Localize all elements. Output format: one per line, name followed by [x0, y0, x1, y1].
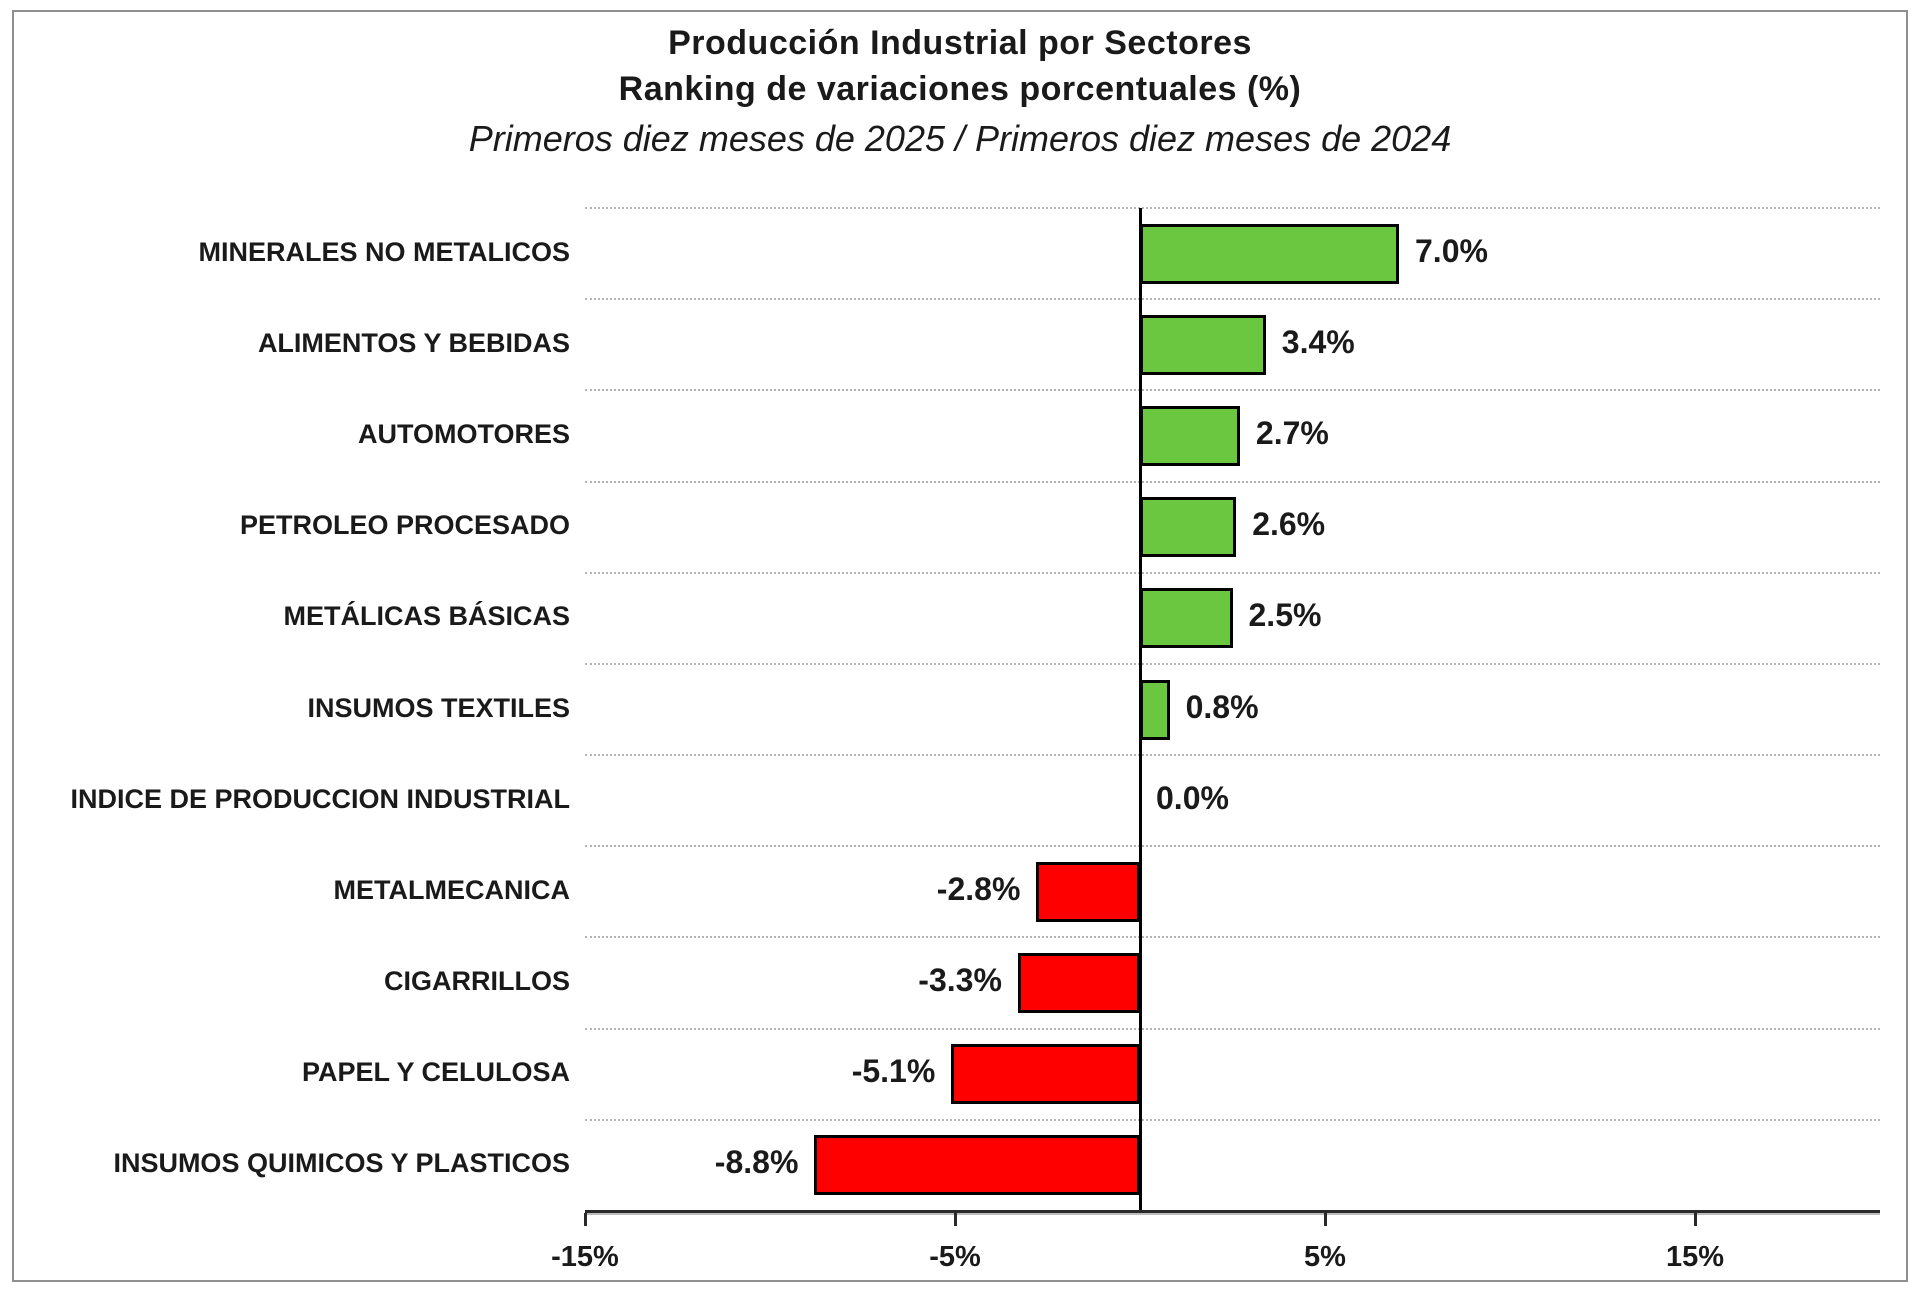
gridline: [585, 207, 1880, 209]
chart-subtitle: Primeros diez meses de 2025 / Primeros d…: [468, 118, 1452, 159]
bar-positive: [1140, 314, 1266, 375]
value-label: 2.6%: [1252, 506, 1326, 543]
value-label: 0.8%: [1185, 688, 1259, 725]
value-label: 3.4%: [1281, 323, 1355, 360]
category-label: INSUMOS TEXTILES: [307, 692, 570, 723]
bar-negative: [951, 1044, 1140, 1105]
chart-title-line2: Ranking de variaciones porcentuales (%): [618, 70, 1302, 108]
x-axis-tick: [1323, 1213, 1327, 1226]
gridline: [585, 480, 1880, 483]
chart-title-line1: Producción Industrial por Sectores: [668, 24, 1252, 62]
bar-negative: [1017, 953, 1140, 1014]
title-block: Producción Industrial por Sectores Ranki…: [0, 20, 1920, 166]
gridline: [585, 1027, 1880, 1030]
bar-negative: [814, 1135, 1140, 1196]
value-label: 2.7%: [1255, 414, 1329, 451]
category-label: CIGARRILLOS: [384, 966, 570, 997]
x-axis-tick-label: 15%: [1665, 1241, 1725, 1273]
value-label: -3.3%: [918, 962, 1002, 999]
bar-positive: [1140, 497, 1237, 558]
category-label: AUTOMOTORES: [357, 418, 570, 449]
x-axis-tick: [1693, 1213, 1697, 1226]
category-label: INDICE DE PRODUCCION INDUSTRIAL: [70, 783, 570, 814]
bar-positive: [1140, 679, 1170, 740]
bar-positive: [1140, 405, 1240, 466]
x-axis-line: [585, 1210, 1880, 1213]
gridline: [585, 845, 1880, 848]
category-label: ALIMENTOS Y BEBIDAS: [257, 327, 570, 358]
gridline: [585, 662, 1880, 665]
value-label: 2.5%: [1248, 597, 1322, 634]
x-axis-tick-label: 5%: [1304, 1241, 1346, 1273]
category-label: PETROLEO PROCESADO: [239, 510, 570, 541]
gridline: [585, 298, 1880, 301]
x-axis-tick-label: -5%: [929, 1241, 981, 1273]
category-label: INSUMOS QUIMICOS Y PLASTICOS: [113, 1148, 570, 1179]
category-label: METÁLICAS BÁSICAS: [283, 601, 570, 632]
category-label: MINERALES NO METALICOS: [198, 236, 570, 267]
gridline: [585, 754, 1880, 757]
value-label: 0.0%: [1156, 779, 1229, 816]
bar-positive: [1140, 588, 1233, 649]
value-label: 7.0%: [1415, 232, 1488, 269]
gridline: [585, 1118, 1880, 1121]
gridline: [585, 571, 1880, 574]
gridline: [585, 936, 1880, 939]
x-axis-tick: [583, 1213, 587, 1226]
gridline: [585, 389, 1880, 392]
value-label: -5.1%: [851, 1053, 936, 1090]
category-label: METALMECANICA: [333, 874, 570, 905]
value-label: -8.8%: [714, 1144, 799, 1181]
x-axis-tick-label: -15%: [551, 1241, 619, 1273]
bar-positive: [1140, 223, 1399, 284]
zero-axis-line: [1138, 208, 1142, 1211]
category-label: PAPEL Y CELULOSA: [301, 1057, 570, 1088]
value-label: -2.8%: [936, 870, 1021, 907]
bar-negative: [1036, 861, 1140, 922]
x-axis-tick: [953, 1213, 957, 1226]
